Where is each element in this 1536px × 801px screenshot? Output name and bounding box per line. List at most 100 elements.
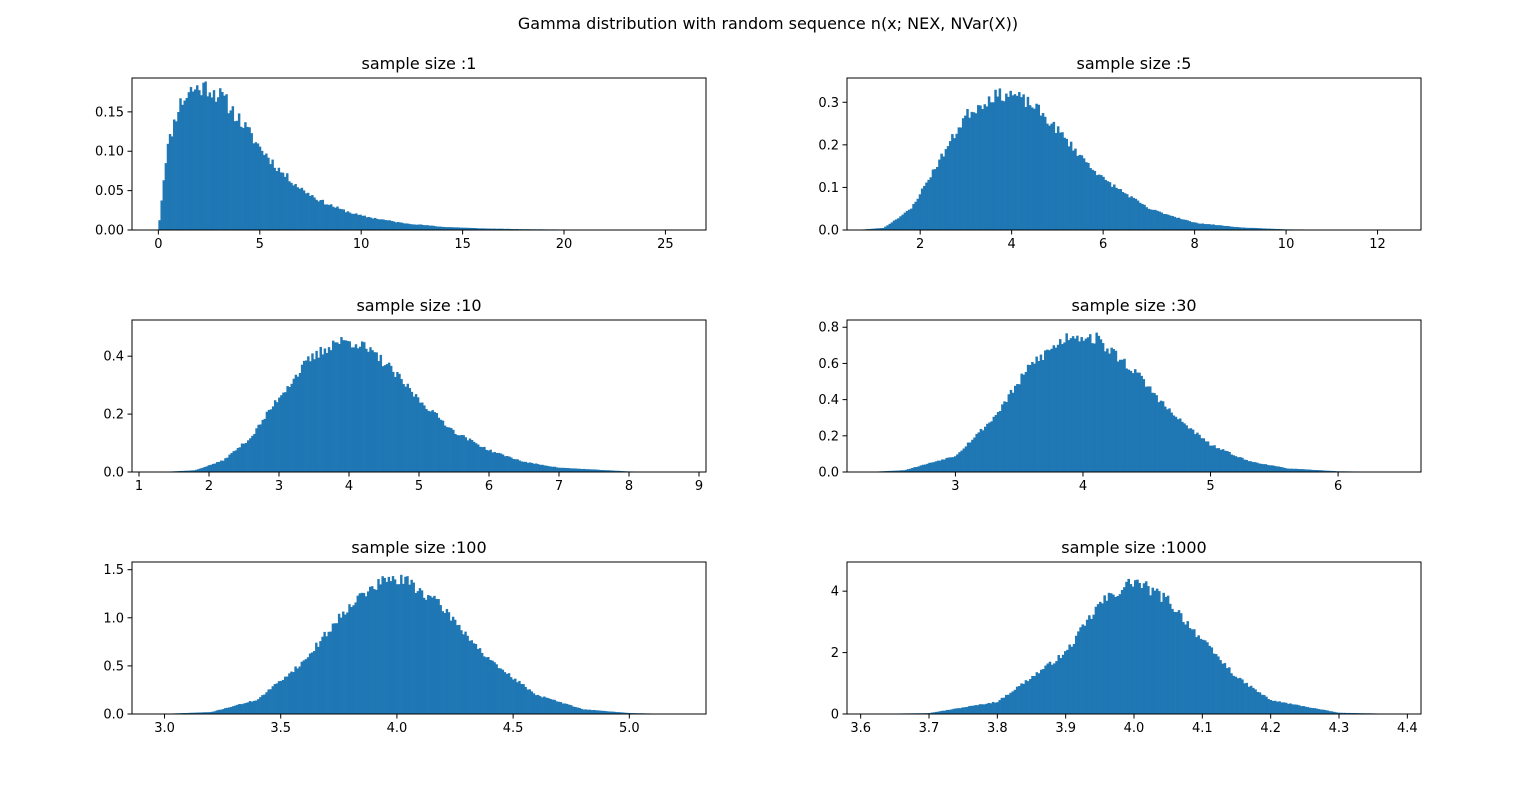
- histogram-bar: [1284, 468, 1287, 472]
- histogram-bar: [1262, 464, 1266, 472]
- histogram-bar: [1052, 121, 1056, 230]
- histogram-bar: [1303, 469, 1306, 472]
- histogram-bar: [275, 683, 279, 714]
- x-tick-label: 2: [916, 237, 924, 252]
- histogram-bar: [1188, 628, 1192, 714]
- histogram-bar: [315, 199, 318, 230]
- histogram-bar: [1230, 673, 1233, 714]
- histogram-bar: [1018, 384, 1021, 472]
- histogram-bar: [499, 668, 503, 714]
- histogram-bar: [1296, 468, 1300, 472]
- histogram-bar: [985, 106, 989, 230]
- histogram-bar: [371, 350, 374, 472]
- histogram-bar: [561, 703, 565, 714]
- histogram-bar: [1092, 614, 1095, 714]
- histogram-bar: [336, 342, 339, 472]
- histogram-bar: [1247, 686, 1251, 714]
- histogram-bar: [1313, 708, 1316, 714]
- histogram-bar: [256, 143, 260, 230]
- histogram-bar: [1072, 150, 1075, 230]
- histogram-bar: [1275, 466, 1278, 472]
- x-tick-label: 4.1: [1192, 721, 1213, 736]
- histogram-bar: [360, 341, 364, 472]
- histogram-bar: [424, 225, 427, 230]
- histogram-bar: [1272, 228, 1276, 230]
- histogram-bar: [1155, 588, 1159, 714]
- histogram-bar: [1044, 665, 1047, 714]
- histogram-bar: [470, 227, 473, 230]
- histogram-bar: [1149, 386, 1152, 472]
- histogram-bar: [294, 183, 297, 230]
- histogram-bar: [1198, 434, 1201, 472]
- histogram-bar: [242, 443, 246, 472]
- histogram-bar: [459, 227, 463, 230]
- histogram-bar: [996, 96, 999, 230]
- histogram-bar: [261, 419, 264, 472]
- histogram-bar: [1097, 174, 1101, 230]
- histogram-bar: [1185, 425, 1188, 472]
- histogram-bar: [231, 106, 235, 230]
- histogram-bar: [943, 459, 946, 472]
- y-tick-label: 0.0: [818, 224, 839, 239]
- histogram-bar: [1271, 700, 1275, 714]
- histogram-bar: [290, 182, 293, 230]
- histogram-bar: [400, 574, 403, 714]
- histogram-bar: [1080, 337, 1083, 472]
- histogram-bar: [200, 95, 203, 231]
- histogram-bar: [1093, 170, 1097, 230]
- histogram-bar: [1210, 647, 1214, 714]
- histogram-bar: [1236, 678, 1240, 714]
- histogram-bar: [209, 712, 212, 714]
- histogram-bar: [930, 712, 934, 714]
- histogram-bar: [437, 417, 441, 472]
- histogram-bar: [1039, 354, 1043, 472]
- histogram-bar: [983, 704, 986, 714]
- histogram-bar: [590, 469, 594, 472]
- histogram-bar: [354, 602, 357, 714]
- histogram-bar: [246, 702, 250, 714]
- histogram-bar: [888, 223, 892, 230]
- histogram-bar: [1129, 584, 1133, 714]
- histogram-bar: [1266, 465, 1270, 472]
- histogram-bar: [1225, 668, 1229, 714]
- histogram-bar: [934, 461, 938, 472]
- histogram-bar: [916, 198, 920, 230]
- histogram-bar: [1245, 459, 1248, 472]
- histogram-bar: [516, 682, 519, 714]
- histogram-bar: [1015, 686, 1019, 714]
- histogram-bar: [491, 228, 494, 230]
- histogram-bar: [1256, 462, 1259, 472]
- histogram-bar: [403, 223, 406, 230]
- subplot-title: sample size :10: [356, 296, 481, 315]
- histogram-bar: [198, 90, 201, 230]
- histogram-bar: [277, 167, 281, 230]
- histogram-bar: [365, 348, 368, 472]
- histogram-bar: [1064, 651, 1067, 714]
- histogram-bar: [1118, 594, 1122, 714]
- histogram-bar: [994, 415, 998, 472]
- histogram-bar: [418, 588, 422, 714]
- histogram-bar: [1160, 212, 1164, 230]
- histogram-bar: [1258, 692, 1262, 714]
- histogram-bar: [288, 181, 291, 230]
- histogram-bar: [1233, 227, 1237, 230]
- histogram-bar: [166, 143, 170, 230]
- histogram-bar: [1246, 227, 1250, 230]
- y-tick-label: 0.10: [95, 145, 124, 160]
- x-tick-label: 3.5: [270, 721, 291, 736]
- histogram-bar: [1279, 466, 1283, 472]
- histogram-bar: [433, 595, 436, 714]
- histogram-bar: [1153, 393, 1156, 472]
- histogram-bar: [383, 577, 386, 714]
- histogram-bar: [956, 454, 959, 472]
- histogram-bar: [1241, 457, 1244, 472]
- histogram-bar: [1159, 400, 1163, 472]
- histogram-bar: [1216, 225, 1220, 230]
- histogram-bar: [582, 709, 585, 714]
- histogram-bar: [1226, 451, 1229, 472]
- histogram-bar: [1026, 364, 1030, 472]
- histogram-bar: [1225, 225, 1228, 230]
- histogram-bar: [1239, 457, 1242, 472]
- histogram-bar: [1300, 706, 1303, 714]
- histogram-bar: [1183, 423, 1186, 472]
